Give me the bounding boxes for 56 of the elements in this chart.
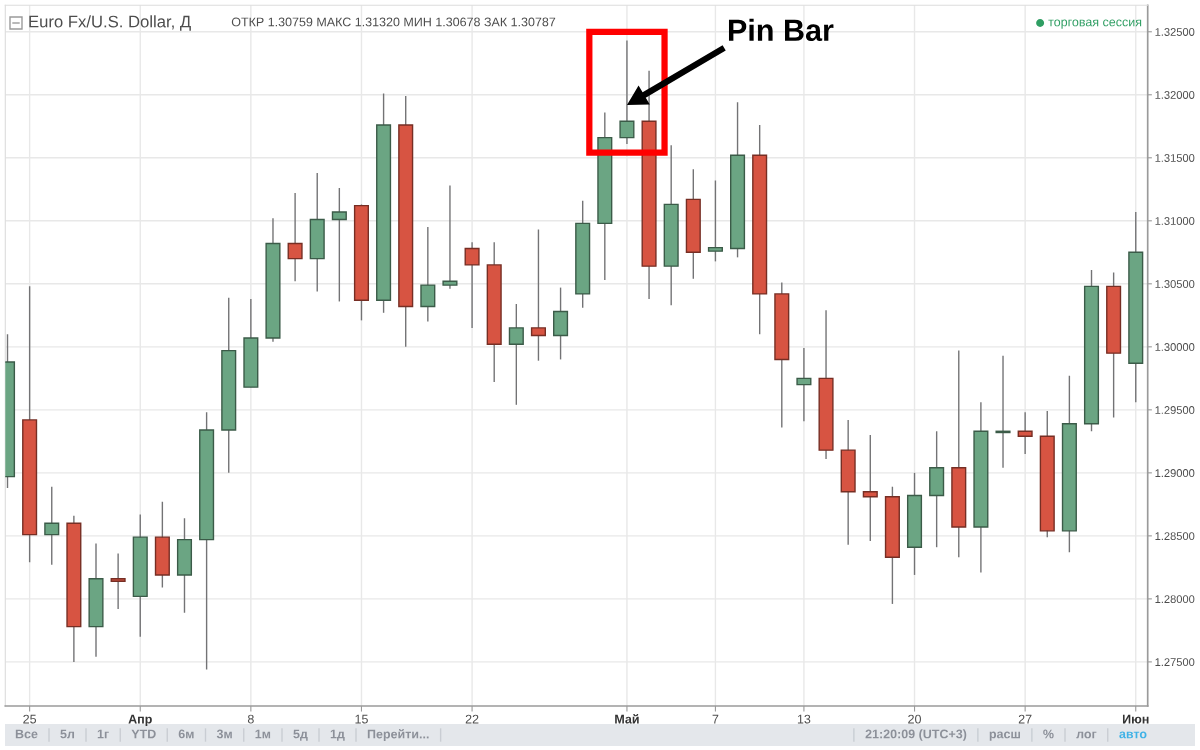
text: YTD bbox=[131, 729, 156, 739]
x-tick-label: 27 bbox=[1018, 714, 1032, 724]
x-tick-label: Май bbox=[615, 714, 639, 724]
x-tick-label: 25 bbox=[23, 714, 37, 724]
annotation: торговая сессия bbox=[1048, 19, 1142, 29]
y-tick-label: 1.29500 bbox=[1155, 406, 1195, 414]
candlestick bbox=[862, 434, 878, 542]
text: 5л bbox=[60, 729, 75, 739]
candlestick bbox=[619, 39, 635, 145]
y-tick-label: 1.32500 bbox=[1155, 28, 1195, 36]
y-tick-label: 1.28000 bbox=[1155, 595, 1195, 604]
candlestick bbox=[110, 552, 126, 610]
text: 6м bbox=[178, 729, 194, 739]
candlestick bbox=[530, 228, 547, 362]
y-tick-label: 1.30500 bbox=[1155, 280, 1195, 288]
candlestick bbox=[796, 347, 812, 422]
text: 1г bbox=[97, 729, 109, 739]
x-tick-label: 15 bbox=[355, 714, 368, 724]
candlestick bbox=[331, 187, 347, 303]
x-tick-label: Июн bbox=[1122, 714, 1149, 724]
text: 3м bbox=[216, 729, 232, 739]
y-tick-label: 1.30000 bbox=[1155, 343, 1195, 351]
candlestick bbox=[442, 184, 458, 290]
x-tick-label: 13 bbox=[797, 714, 811, 724]
candlestick bbox=[1017, 411, 1033, 455]
text: авто bbox=[1119, 731, 1147, 739]
x-tick-label: 7 bbox=[712, 714, 719, 724]
text: Перейти... bbox=[367, 729, 429, 741]
text: ОТКР 1.30759 МАКС 1.31320 МИН 1.30678 ЗАК 1.30787 bbox=[231, 17, 556, 27]
candlestick bbox=[464, 241, 480, 329]
x-tick-label: 8 bbox=[247, 714, 254, 724]
text: лог bbox=[1076, 731, 1097, 739]
y-tick-label: 1.31500 bbox=[1155, 154, 1195, 162]
annotation: Pin Bar bbox=[728, 18, 834, 42]
text: расш bbox=[989, 731, 1020, 741]
y-tick-label: 1.32000 bbox=[1155, 91, 1195, 99]
candlestick bbox=[707, 179, 723, 263]
x-tick-label: 22 bbox=[465, 714, 479, 724]
text: 1м bbox=[255, 729, 271, 739]
y-tick-label: 1.28500 bbox=[1155, 532, 1195, 540]
y-tick-label: 1.29000 bbox=[1155, 469, 1195, 477]
y-tick-label: 1.31000 bbox=[1155, 217, 1195, 225]
text: 21:20:09 (UTC+3) bbox=[865, 729, 967, 741]
candlestick bbox=[508, 303, 524, 406]
text: 5д bbox=[293, 729, 308, 741]
text: Все bbox=[15, 729, 38, 739]
x-tick-label: 20 bbox=[908, 714, 921, 724]
text: % bbox=[1043, 729, 1054, 739]
candlestick bbox=[553, 286, 569, 361]
text: 1д bbox=[330, 729, 345, 741]
candlestick bbox=[287, 192, 303, 282]
candlestick bbox=[44, 486, 60, 566]
text: Euro Fx/U.S. Dollar, Д bbox=[29, 15, 191, 31]
y-tick-label: 1.27500 bbox=[1155, 658, 1195, 667]
candlestick bbox=[420, 226, 436, 323]
x-tick-label: Апр bbox=[128, 714, 152, 726]
